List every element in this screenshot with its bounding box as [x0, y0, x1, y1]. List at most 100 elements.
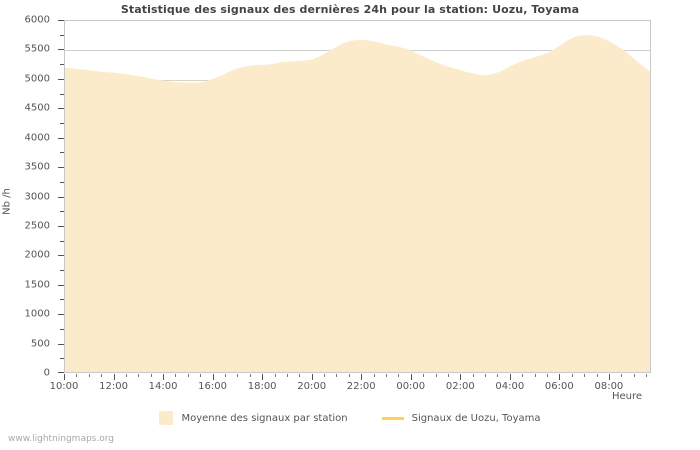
- x-tick-mark: [460, 374, 461, 380]
- x-tick-minor: [374, 374, 375, 377]
- y-tick-label: 5000: [24, 73, 50, 85]
- y-tick-label: 4500: [24, 102, 50, 114]
- y-tick-label: 2000: [24, 249, 50, 261]
- x-tick-label: 22:00: [346, 381, 376, 392]
- x-tick-minor: [423, 374, 424, 377]
- x-tick-minor: [101, 374, 102, 377]
- y-tick-minor: [60, 211, 64, 213]
- y-tick-mark: [58, 225, 64, 227]
- x-tick-minor: [448, 374, 449, 377]
- x-tick-label: 14:00: [148, 381, 178, 392]
- x-tick-minor: [336, 374, 337, 377]
- x-tick-minor: [522, 374, 523, 377]
- x-tick-label: 00:00: [396, 381, 426, 392]
- legend-item-label: Signaux de Uozu, Toyama: [411, 412, 541, 424]
- legend-area-swatch-icon: [159, 411, 174, 425]
- x-tick-minor: [275, 374, 276, 377]
- y-axis-ticks: [58, 20, 64, 373]
- x-tick-minor: [621, 374, 622, 377]
- x-tick-minor: [535, 374, 536, 377]
- x-tick-mark: [213, 374, 214, 380]
- x-tick-minor: [175, 374, 176, 377]
- x-tick-minor: [584, 374, 585, 377]
- y-tick-label: 5500: [24, 43, 50, 55]
- y-tick-minor: [60, 358, 64, 360]
- y-tick-mark: [58, 20, 64, 21]
- plot-area: [64, 20, 651, 373]
- x-tick-minor: [572, 374, 573, 377]
- legend-item[interactable]: Moyenne des signaux par station: [159, 411, 348, 425]
- x-tick-label: 10:00: [49, 381, 79, 392]
- x-tick-label: 06:00: [544, 381, 574, 392]
- x-tick-minor: [138, 374, 139, 377]
- y-tick-label: 1000: [24, 308, 50, 320]
- x-tick-minor: [76, 374, 77, 377]
- x-tick-mark: [361, 374, 362, 380]
- x-tick-minor: [398, 374, 399, 377]
- y-tick-mark: [58, 255, 64, 257]
- y-tick-label: 3500: [24, 161, 50, 173]
- x-tick-minor: [473, 374, 474, 377]
- y-tick-mark: [58, 78, 64, 80]
- y-tick-label: 3000: [24, 191, 50, 202]
- y-tick-mark: [58, 137, 64, 139]
- x-tick-mark: [114, 374, 115, 380]
- series-layer: [65, 35, 650, 372]
- watermark: www.lightningmaps.org: [8, 434, 114, 444]
- x-tick-label: 04:00: [495, 381, 525, 392]
- x-tick-label: 02:00: [445, 381, 475, 392]
- legend-item[interactable]: Signaux de Uozu, Toyama: [381, 412, 541, 424]
- x-tick-minor: [349, 374, 350, 377]
- x-tick-label: 16:00: [198, 381, 228, 392]
- x-tick-minor: [299, 374, 300, 377]
- page-title: Statistique des signaux des dernières 24…: [120, 3, 580, 16]
- y-tick-mark: [58, 196, 64, 198]
- x-tick-label: 18:00: [247, 381, 277, 392]
- y-tick-minor: [60, 299, 64, 301]
- y-tick-mark: [58, 49, 64, 51]
- x-tick-minor: [634, 374, 635, 377]
- x-tick-mark: [262, 374, 263, 380]
- y-tick-mark: [58, 167, 64, 169]
- y-tick-label: 500: [30, 338, 50, 350]
- x-tick-label: 20:00: [297, 381, 327, 392]
- x-tick-minor: [237, 374, 238, 377]
- x-axis-ticks: [64, 374, 651, 381]
- y-tick-minor: [60, 93, 64, 95]
- x-tick-minor: [497, 374, 498, 377]
- y-tick-mark: [58, 314, 64, 316]
- y-tick-mark: [58, 343, 64, 345]
- x-tick-mark: [510, 374, 511, 380]
- y-tick-minor: [60, 181, 64, 183]
- x-tick-mark: [312, 374, 313, 380]
- x-axis-title: Heure: [612, 391, 643, 402]
- x-tick-minor: [547, 374, 548, 377]
- x-tick-minor: [646, 374, 647, 377]
- x-tick-minor: [324, 374, 325, 377]
- x-tick-minor: [485, 374, 486, 377]
- x-tick-mark: [411, 374, 412, 380]
- x-tick-label: 08:00: [594, 381, 624, 392]
- x-tick-minor: [225, 374, 226, 377]
- x-tick-minor: [151, 374, 152, 377]
- y-tick-label: 6000: [24, 14, 50, 26]
- y-tick-label: 1500: [24, 279, 50, 291]
- x-tick-minor: [89, 374, 90, 377]
- x-tick-minor: [386, 374, 387, 377]
- area-series-average: [65, 35, 650, 372]
- y-axis-title: Nb /h: [1, 188, 13, 215]
- x-tick-minor: [597, 374, 598, 377]
- x-axis-labels: 10:00 12:00 14:00 16:00 18:00 20:00 22:00 00:00…: [0, 381, 700, 395]
- chart-legend: Moyenne des signaux par station Signaux d…: [0, 411, 700, 425]
- x-tick-minor: [200, 374, 201, 377]
- x-tick-label: 12:00: [99, 381, 128, 392]
- legend-item-label: Moyenne des signaux par station: [181, 412, 348, 424]
- y-tick-label: 2500: [24, 220, 50, 232]
- y-tick-mark: [58, 372, 64, 373]
- x-tick-minor: [250, 374, 251, 377]
- y-tick-minor: [60, 270, 64, 272]
- y-axis-labels: 0 500 1000 1500 2000 2500 3000 3500 4000 4500 5000…: [0, 15, 58, 379]
- y-tick-minor: [60, 64, 64, 66]
- x-tick-minor: [188, 374, 189, 377]
- y-tick-minor: [60, 240, 64, 242]
